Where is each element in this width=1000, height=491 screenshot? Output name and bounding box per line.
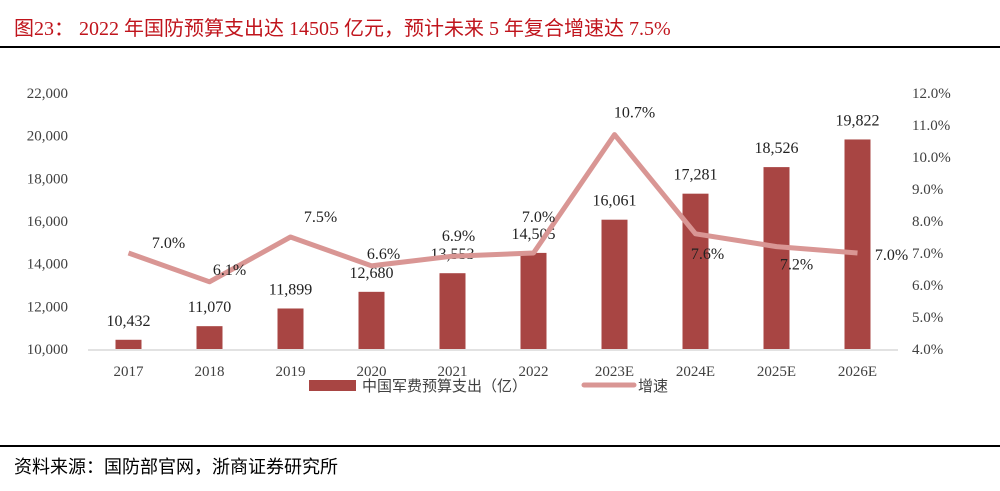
growth-value-label: 6.9% xyxy=(442,228,475,245)
growth-value-label: 7.0% xyxy=(522,209,555,226)
legend-label-bar: 中国军费预算支出（亿） xyxy=(362,377,527,395)
right-axis-tick: 5.0% xyxy=(912,310,943,326)
legend-swatch-bar xyxy=(309,380,356,391)
left-axis-tick: 22,000 xyxy=(27,86,68,102)
bar xyxy=(196,326,223,349)
growth-value-label: 6.6% xyxy=(367,246,400,263)
bar xyxy=(277,308,304,349)
chart-title: 图23： 2022 年国防预算支出达 14505 亿元，预计未来 5 年复合增速… xyxy=(14,18,671,40)
right-axis-tick: 11.0% xyxy=(912,118,950,134)
x-axis-tick: 2017 xyxy=(114,364,145,380)
right-axis-tick: 4.0% xyxy=(912,342,943,358)
growth-value-label: 7.0% xyxy=(875,247,908,264)
growth-line xyxy=(127,132,858,285)
growth-value-label: 6.1% xyxy=(213,262,246,279)
left-axis-tick: 12,000 xyxy=(27,299,68,315)
bar xyxy=(844,139,871,349)
bar-value-label: 19,822 xyxy=(836,112,880,129)
bar-value-label: 16,061 xyxy=(593,193,637,210)
left-axis-tick: 18,000 xyxy=(27,171,68,187)
left-axis-tick: 10,000 xyxy=(27,342,68,358)
left-axis-tick: 20,000 xyxy=(27,129,68,145)
source-note: 资料来源：国防部官网，浙商证券研究所 xyxy=(14,457,338,477)
growth-value-label: 7.2% xyxy=(780,257,813,274)
x-axis-tick: 2024E xyxy=(676,364,715,380)
bar xyxy=(439,273,466,349)
bar xyxy=(682,193,709,349)
x-axis-tick: 2022 xyxy=(519,364,549,380)
bar-value-label: 10,432 xyxy=(107,313,151,330)
bar xyxy=(115,339,142,349)
x-axis-tick: 2026E xyxy=(838,364,877,380)
left-axis-tick: 14,000 xyxy=(27,257,68,273)
growth-value-label: 7.6% xyxy=(691,246,724,263)
bar-value-label: 11,899 xyxy=(269,281,312,298)
right-axis-tick: 8.0% xyxy=(912,214,943,230)
right-axis-tick: 6.0% xyxy=(912,278,943,294)
bar xyxy=(520,252,547,349)
bar-value-label: 18,526 xyxy=(755,140,799,157)
growth-value-label: 7.0% xyxy=(152,235,185,252)
x-axis-tick: 2018 xyxy=(195,364,225,380)
bar-value-label: 12,680 xyxy=(350,265,394,282)
x-axis-tick: 2020 xyxy=(357,364,387,380)
bar xyxy=(763,167,790,349)
growth-value-label: 10.7% xyxy=(614,105,655,122)
bar-value-label: 11,070 xyxy=(188,299,231,316)
x-axis-tick: 2025E xyxy=(757,364,796,380)
right-axis-tick: 12.0% xyxy=(912,86,951,102)
bottom-divider xyxy=(0,445,1000,447)
bar xyxy=(358,291,385,349)
chart: 10,000 12,000 14,000 16,000 18,000 20,000 22,0… xyxy=(27,86,951,395)
top-divider xyxy=(0,46,1000,48)
bar-value-label: 17,281 xyxy=(674,167,718,184)
x-axis-tick: 2019 xyxy=(276,364,306,380)
left-axis-tick: 16,000 xyxy=(27,214,68,230)
right-axis-tick: 9.0% xyxy=(912,182,943,198)
right-axis-tick: 7.0% xyxy=(912,246,943,262)
x-axis-tick: 2023E xyxy=(595,364,634,380)
legend-label-line: 增速 xyxy=(638,377,668,395)
bar xyxy=(601,219,628,349)
growth-value-label: 7.5% xyxy=(304,209,337,226)
x-axis-tick: 2021 xyxy=(438,364,468,380)
right-axis-tick: 10.0% xyxy=(912,150,951,166)
